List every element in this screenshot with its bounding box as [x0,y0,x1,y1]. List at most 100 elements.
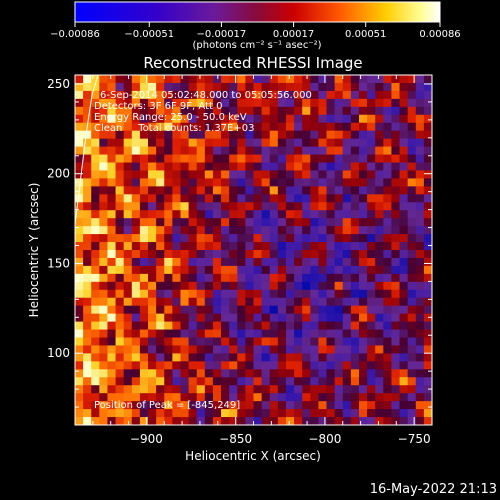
heatmap-cell [91,385,100,394]
heatmap-cell [358,178,368,187]
heatmap-cell [245,75,254,84]
heatmap-cell [131,409,141,418]
heatmap-cell [269,257,279,267]
heatmap-cell [367,194,376,203]
heatmap-cell [318,194,327,203]
heatmap-cell [302,90,311,100]
heatmap-cell [415,75,425,84]
heatmap-cell [342,90,352,100]
heatmap-cell [123,114,133,124]
heatmap-cell [285,377,295,386]
heatmap-cell [253,297,263,307]
heatmap-cell [156,297,165,307]
heatmap-cell [131,122,141,132]
heatmap-cell [269,202,279,211]
heatmap-cell [326,321,336,330]
heatmap-cell [107,138,116,147]
heatmap-cell [326,114,336,124]
heatmap-cell [196,297,206,307]
colorbar-gradient [74,1,441,23]
heatmap-cell [139,90,149,100]
heatmap-cell [261,75,271,84]
heatmap-cell [310,170,319,179]
heatmap-cell [285,329,295,338]
heatmap-cell [407,138,417,147]
heatmap-cell [115,82,125,92]
limb-line [75,75,99,226]
heatmap-cell [285,98,295,108]
heatmap-cell [91,178,100,187]
heatmap-cell [253,257,263,267]
heatmap-cell [115,321,125,330]
heatmap-cell [123,186,133,195]
heatmap-cell [334,337,344,346]
x-tick-label: −900 [130,432,163,446]
heatmap-cell [139,226,149,235]
heatmap-cell [367,154,376,163]
heatmap-cell [415,186,425,195]
x-axis-label: Heliocentric X (arcsec) [185,449,321,463]
heatmap-cell [139,82,149,92]
heatmap-cell [358,329,368,338]
heatmap-cell [107,265,116,275]
heatmap-cell [131,114,141,124]
heatmap-cell [302,242,311,251]
heatmap-cell [229,265,238,275]
heatmap-cell [415,305,425,315]
annotation-clean-counts: Clean Total counts: 1.37E+03 [94,123,254,134]
heatmap-cell [180,154,189,163]
heatmap-cell [107,75,116,84]
heatmap-cell [261,90,271,100]
heatmap-cell [188,313,198,322]
heatmap-cell [107,369,116,378]
heatmap-cell [269,250,279,259]
heatmap-cell [318,218,327,227]
heatmap-cell [269,98,279,108]
heatmap-cell [375,226,384,235]
heatmap-cell [139,154,149,163]
heatmap-cell [148,90,157,100]
heatmap-cell [326,146,336,155]
heatmap-cell [415,98,425,108]
heatmap-cell [415,409,425,418]
heatmap-cell [302,273,311,283]
heatmap-cell [350,75,360,84]
heatmap-cell [131,146,141,155]
heatmap-cell [302,305,311,315]
heatmap-cell [399,154,409,163]
heatmap-cell [415,273,425,283]
heatmap-cell [221,170,230,179]
heatmap-cell [375,361,384,370]
heatmap-cell [391,265,400,275]
heatmap-cell [212,345,222,354]
heatmap-cell [277,162,287,171]
heatmap-cell [148,162,157,171]
heatmap-cell [261,186,271,195]
heatmap-cell [407,186,417,195]
heatmap-cell [196,138,206,147]
heatmap-cell [358,98,368,108]
heatmap-cell [350,321,360,330]
heatmap-cell [310,178,319,187]
heatmap-cell [245,353,254,362]
heatmap-cell [139,337,149,346]
heatmap-cell [156,75,165,84]
heatmap-cell [123,122,133,132]
heatmap-cell [148,178,157,187]
heatmap-cell [334,265,344,275]
heatmap-cell [99,242,108,251]
heatmap-cell [196,265,206,275]
heatmap-cell [212,82,222,92]
heatmap-cell [180,210,189,219]
heatmap-cell [83,393,92,402]
heatmap-cell [229,242,238,251]
heatmap-cell [261,345,271,354]
heatmap-cell [326,289,336,299]
heatmap-cell [172,146,181,155]
heatmap-cell [310,369,319,378]
heatmap-cell [83,377,92,386]
heatmap-cell [188,281,198,291]
heatmap-cell [253,385,263,394]
heatmap-cell [391,361,400,370]
heatmap-cell [172,202,181,211]
